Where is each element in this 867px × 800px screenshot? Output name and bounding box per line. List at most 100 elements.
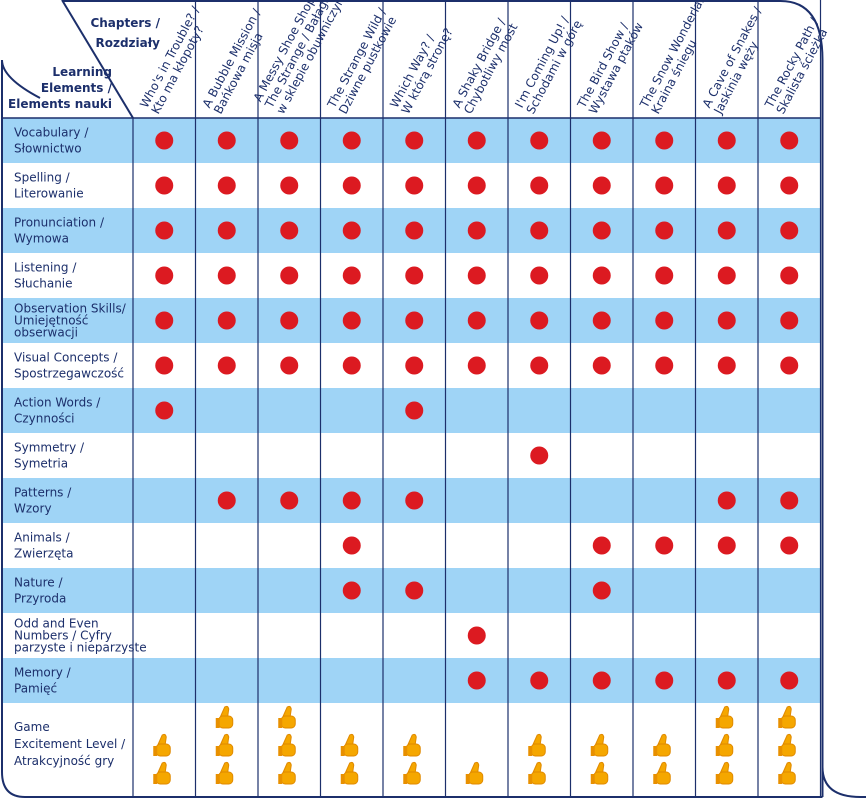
dot <box>217 491 236 510</box>
thumb-cuff <box>653 774 658 784</box>
row-label: Wzory <box>14 502 52 516</box>
thumb-fist <box>218 771 234 785</box>
dot <box>592 671 611 690</box>
thumb-cuff <box>403 746 408 756</box>
dot <box>717 356 736 375</box>
thumb-cuff <box>403 774 408 784</box>
thumb-cuff <box>465 774 470 784</box>
thumb-cuff <box>153 774 158 784</box>
dot <box>780 221 799 240</box>
dot <box>655 671 674 690</box>
thumb-cuff <box>340 746 345 756</box>
outline-bottom <box>1 771 823 798</box>
dot <box>530 356 549 375</box>
thumb <box>278 733 296 757</box>
thumb-cuff <box>590 774 595 784</box>
dot <box>717 266 736 285</box>
thumb <box>778 733 796 757</box>
dot <box>530 311 549 330</box>
thumb-finger <box>282 705 292 717</box>
thumb-fist <box>218 743 234 757</box>
dot <box>280 491 299 510</box>
row-label: Symmetry / <box>14 441 85 455</box>
thumb-finger <box>469 761 480 773</box>
chapter-title: The Snow Wonderland/ <box>637 0 715 111</box>
dot <box>592 311 611 330</box>
thumb <box>153 733 171 757</box>
dot <box>155 176 174 195</box>
thumb <box>340 761 359 785</box>
dot <box>530 671 549 690</box>
dot <box>592 356 611 375</box>
dot <box>655 356 674 375</box>
dot <box>655 311 674 330</box>
thumb <box>653 733 671 757</box>
row-band <box>2 613 821 658</box>
thumb <box>215 705 234 729</box>
dot <box>217 356 236 375</box>
dot <box>717 536 736 555</box>
dot <box>217 221 236 240</box>
row-label: Memory / <box>14 666 72 680</box>
thumb-cuff <box>215 774 220 784</box>
thumb-cuff <box>215 746 220 756</box>
dot <box>780 131 799 150</box>
thumb-fist <box>718 743 734 757</box>
dot <box>717 176 736 195</box>
chapters-label: Rozdziały <box>95 36 160 50</box>
thumb-cuff <box>778 746 783 756</box>
thumb-fist <box>718 771 734 785</box>
dot <box>467 311 486 330</box>
elements-label: Elements / <box>41 81 113 95</box>
dot <box>217 131 236 150</box>
thumb <box>340 733 359 757</box>
dot <box>467 356 486 375</box>
thumb-fist <box>155 771 171 785</box>
row-band <box>2 523 821 568</box>
dot <box>217 176 236 195</box>
chapter-header: I'm Coming Up! /Schodami w górę <box>512 13 585 116</box>
thumb-fist <box>468 771 484 785</box>
dot <box>405 356 424 375</box>
thumb-fist <box>530 771 546 785</box>
dot <box>217 311 236 330</box>
dot <box>530 266 549 285</box>
thumb-fist <box>218 715 234 729</box>
chapters-label: Chapters / <box>90 16 160 30</box>
game-label: Atrakcyjność gry <box>14 754 114 768</box>
thumb-fist <box>405 743 421 757</box>
dot <box>467 221 486 240</box>
row-label: Spelling / <box>14 171 71 185</box>
thumb <box>215 761 234 785</box>
dot <box>280 131 299 150</box>
row-label: Czynności <box>14 412 75 426</box>
dot <box>405 221 424 240</box>
dot <box>342 491 361 510</box>
dot <box>280 176 299 195</box>
thumb <box>278 705 296 729</box>
thumb-cuff <box>153 746 158 756</box>
thumb-fist <box>280 743 296 757</box>
thumb-cuff <box>778 718 783 728</box>
row-label: Pronunciation / <box>14 216 105 230</box>
dot <box>717 671 736 690</box>
dot <box>780 671 799 690</box>
dot <box>155 356 174 375</box>
thumb <box>590 761 609 785</box>
thumb-finger <box>719 761 730 773</box>
row-label: Odd and Even <box>14 617 99 631</box>
thumb-finger <box>282 761 292 773</box>
thumb-cuff <box>278 746 283 756</box>
dot <box>655 536 674 555</box>
dot <box>717 491 736 510</box>
thumb-fist <box>718 715 734 729</box>
row-label: Pamięć <box>14 682 57 696</box>
dot <box>280 221 299 240</box>
dot <box>717 311 736 330</box>
thumb-finger <box>407 733 417 745</box>
thumb <box>715 705 734 729</box>
row-label: Przyroda <box>14 592 66 606</box>
dot <box>467 176 486 195</box>
dot <box>780 491 799 510</box>
dot <box>780 311 799 330</box>
